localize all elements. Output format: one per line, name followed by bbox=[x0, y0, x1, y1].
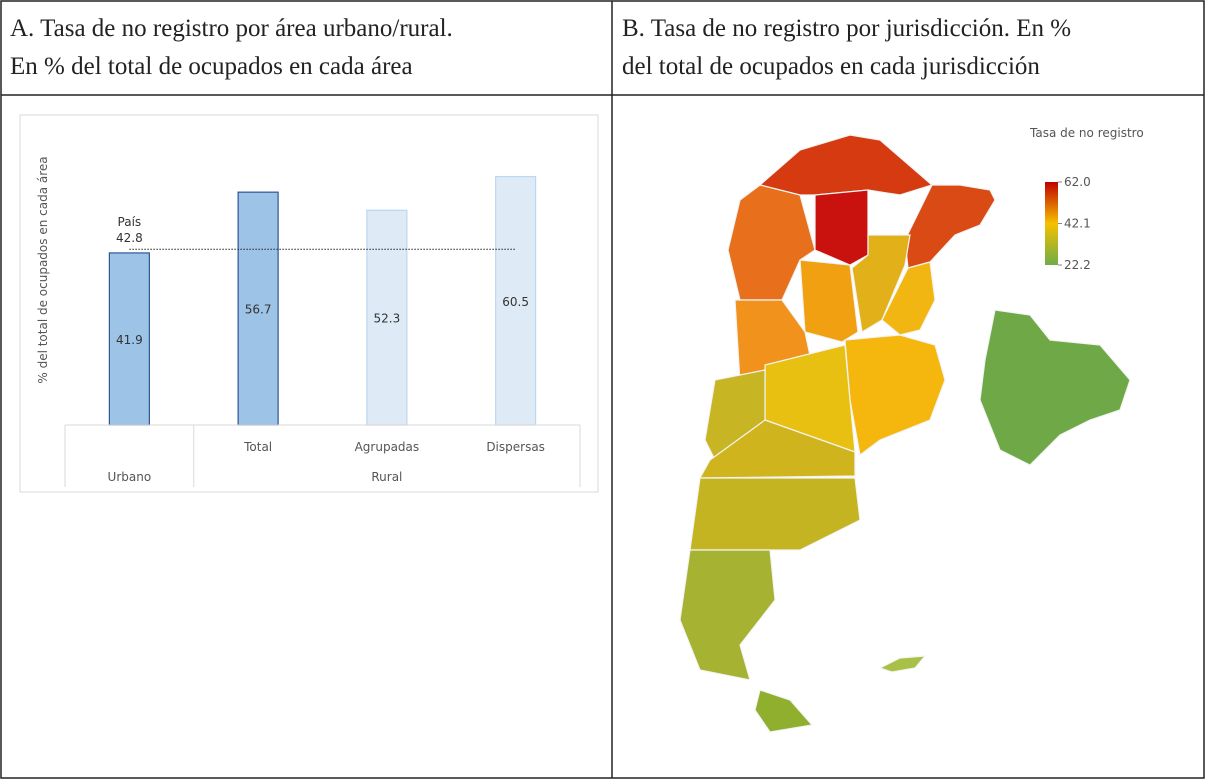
panel-title: A. Tasa de no registro por área urbano/r… bbox=[10, 15, 453, 42]
legend-tick-label: 62.0 bbox=[1064, 175, 1091, 189]
panel-title: B. Tasa de no registro por jurisdicción.… bbox=[622, 15, 1071, 42]
bar bbox=[237, 191, 279, 426]
bar bbox=[108, 252, 150, 426]
data-label: 60.5 bbox=[502, 295, 529, 309]
reference-label: País bbox=[118, 215, 142, 229]
legend-tick-label: 22.2 bbox=[1064, 258, 1091, 272]
group-label: Urbano bbox=[108, 470, 152, 484]
x-tick-label: Agrupadas bbox=[355, 440, 420, 454]
legend-gradient bbox=[1045, 182, 1058, 265]
reference-value: 42.8 bbox=[116, 231, 143, 245]
data-label: 52.3 bbox=[374, 312, 401, 326]
x-tick-label: Total bbox=[243, 440, 272, 454]
data-label: 41.9 bbox=[116, 333, 143, 347]
legend-title: Tasa de no registro bbox=[1029, 126, 1144, 140]
y-axis-label: % del total de ocupados en cada área bbox=[36, 156, 50, 383]
panel-title: del total de ocupados en cada jurisdicci… bbox=[622, 53, 1040, 80]
map-legend: Tasa de no registro 62.0 42.1 22.2 bbox=[1029, 126, 1144, 272]
x-tick-label: Dispersas bbox=[486, 440, 545, 454]
bar bbox=[495, 175, 537, 426]
group-label: Rural bbox=[371, 470, 402, 484]
panel-title: En % del total de ocupados en cada área bbox=[10, 53, 413, 80]
data-label: 56.7 bbox=[245, 303, 272, 317]
chart: 41.9 56.7 Total 52.3 Agrupadas 60.5 Dispersas U… bbox=[36, 156, 581, 487]
map bbox=[679, 134, 1131, 733]
legend-tick-label: 42.1 bbox=[1064, 217, 1091, 231]
bar bbox=[366, 209, 408, 426]
